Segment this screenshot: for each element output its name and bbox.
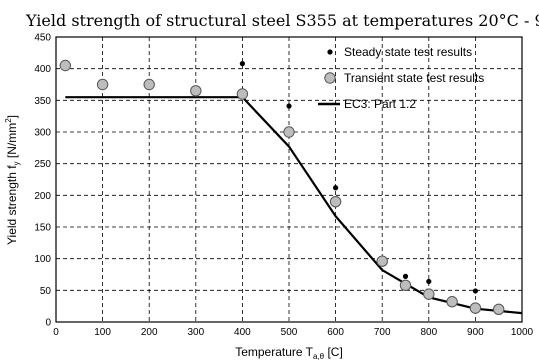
transient-point: [329, 195, 342, 208]
x-tick-label: 100: [94, 327, 111, 338]
x-tick-label: 400: [234, 327, 251, 338]
transient-point: [236, 88, 249, 100]
x-tick-label: 500: [281, 327, 298, 338]
legend-steady-swatch: [327, 49, 333, 55]
y-axis-label-subscript: y: [12, 161, 21, 165]
transient-point: [493, 303, 505, 316]
steady-point: [426, 278, 432, 285]
x-axis-label-text: Temperature T: [235, 345, 313, 359]
steady-point: [472, 288, 478, 294]
transient-point: [190, 85, 202, 97]
y-axis-label-text: Yield strength f: [5, 165, 19, 245]
y-tick-label: 100: [34, 254, 51, 265]
x-tick-label: 0: [53, 327, 59, 338]
y-tick-label: 0: [45, 318, 51, 329]
transient-point: [376, 255, 388, 267]
transient-point: [446, 296, 458, 308]
series: [59, 59, 523, 316]
y-tick-label: 350: [34, 96, 51, 107]
steady-point: [402, 273, 409, 279]
y-tick-label: 50: [40, 286, 52, 297]
legend-label: Steady state test results: [344, 45, 472, 59]
transient-point: [423, 288, 435, 300]
transient-point: [143, 78, 155, 91]
transient-point: [399, 279, 412, 291]
y-axis-label-close: ]: [5, 115, 19, 118]
x-tick-label: 300: [187, 327, 204, 338]
tick-labels: 0 100 200 300 400 500 600 700 800 900 1000 0 50 100 15…: [34, 33, 533, 339]
legend: Steady state test results Transient state…: [318, 45, 484, 111]
x-tick-label: 700: [374, 327, 391, 338]
y-axis-label-unit: [N/mm: [5, 123, 19, 162]
y-tick-label: 250: [34, 159, 51, 170]
steady-point: [239, 61, 245, 67]
transient-point: [469, 302, 482, 314]
y-tick-label: 150: [34, 223, 51, 234]
transient-point: [283, 126, 295, 138]
ec3-curve: [65, 96, 523, 315]
chart-title: Yield strength of structural steel S355 …: [25, 11, 539, 30]
legend-label: Transient state test results: [344, 71, 484, 85]
x-axis-label-unit: [C]: [324, 345, 343, 359]
legend-transient-swatch: [324, 72, 336, 84]
y-axis-label: Yield strength fy [N/mm2]: [4, 115, 21, 245]
x-axis-label: Temperature Ta,θ [C]: [235, 345, 343, 360]
y-tick-label: 450: [34, 33, 51, 44]
x-tick-label: 900: [467, 327, 484, 338]
y-tick-label: 300: [34, 128, 51, 139]
y-tick-label: 400: [34, 64, 51, 75]
transient-point: [96, 78, 109, 91]
y-axis-label-superscript: 2: [4, 118, 13, 123]
x-axis-label-subscript: a,θ: [313, 352, 325, 360]
steady-point: [333, 185, 339, 191]
y-tick-label: 200: [34, 191, 51, 202]
plot-frame: [55, 36, 523, 323]
legend-label: EC3: Part 1.2: [344, 97, 416, 111]
x-tick-label: 800: [420, 327, 437, 338]
x-tick-label: 200: [141, 327, 158, 338]
x-tick-label: 600: [327, 327, 344, 338]
steady-point: [286, 103, 292, 109]
transient-point: [59, 59, 72, 72]
x-tick-label: 1000: [511, 327, 534, 338]
